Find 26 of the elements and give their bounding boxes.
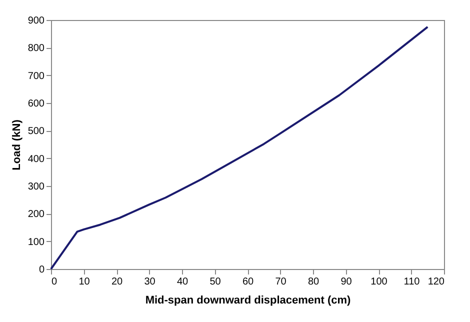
x-tick-label: 30 [144,276,156,288]
x-tick-label: 0 [52,276,58,288]
y-tick-label: 700 [28,70,45,82]
y-tick-label: 900 [28,16,45,26]
x-tick-label: 40 [176,276,188,288]
x-tick-label: 70 [275,276,287,288]
y-tick-label: 800 [28,43,45,54]
x-tick-label: 20 [111,276,123,288]
x-tick-label: 100 [370,276,388,288]
x-tick-label: 120 [428,276,445,288]
x-tick-label: 10 [78,276,90,288]
y-tick-label: 400 [28,154,45,165]
x-tick-label: 80 [308,276,320,288]
y-axis-title: Load (kN) [10,119,23,170]
y-tick-label: 100 [28,236,45,248]
x-tick-label: 110 [404,276,420,288]
y-tick-label: 600 [28,98,45,110]
y-tick-label: 200 [28,209,45,220]
x-tick-label: 90 [340,276,352,288]
line-series [50,26,429,270]
x-axis-title: Mid-span downward displacement (cm) [145,294,352,306]
x-tick-label: 60 [242,276,254,288]
y-tick-label: 500 [28,126,45,138]
y-tick-label: 0 [38,264,45,276]
y-tick-label: 300 [28,182,45,192]
x-tick-label: 50 [210,276,222,288]
